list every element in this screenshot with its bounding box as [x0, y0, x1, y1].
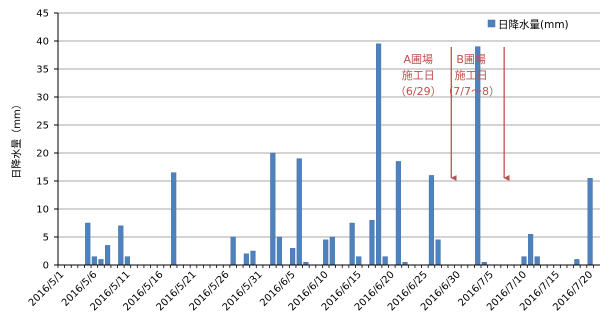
bar [118, 225, 124, 266]
axes [54, 12, 600, 268]
bar [124, 256, 130, 266]
y-tick-label: 15 [36, 177, 49, 188]
annotation-text: A圃場 [404, 53, 434, 66]
bar [98, 259, 104, 266]
legend-label: 日降水量(mm) [498, 18, 569, 31]
y-tick-label: 35 [36, 65, 49, 76]
bar [323, 239, 329, 266]
bar [428, 175, 435, 266]
bar [85, 222, 91, 266]
x-tick-labels: 2016/5/12016/5/62016/5/112016/5/162016/5… [27, 269, 595, 313]
y-tick-label: 10 [36, 205, 49, 216]
grid-lines [58, 12, 600, 238]
y-tick-label: 45 [36, 9, 49, 20]
bars [85, 43, 593, 266]
legend-swatch [487, 19, 496, 28]
bar [521, 256, 527, 266]
y-tick-label: 25 [36, 121, 49, 132]
bar [270, 152, 276, 266]
bar [528, 233, 534, 266]
y-tick-label: 20 [36, 149, 49, 160]
bar [104, 245, 111, 266]
bar [230, 236, 236, 266]
y-tick-label: 0 [43, 261, 49, 272]
y-tick-labels: 0 5 10 15 20 25 30 35 40 45 [36, 9, 49, 272]
bar [395, 161, 401, 266]
bar [435, 239, 441, 266]
bar [91, 256, 97, 266]
legend: 日降水量(mm) [487, 18, 569, 31]
bar [171, 172, 177, 266]
bar [382, 256, 388, 266]
annotation-text: （7/7～8） [442, 85, 500, 98]
bar [349, 222, 355, 266]
bar [290, 247, 296, 266]
bar [534, 256, 540, 266]
bar [375, 43, 382, 266]
y-tick-label: 30 [36, 93, 49, 104]
annotation-text: B圃場 [456, 53, 486, 66]
bar [369, 219, 375, 266]
y-tick-label: 40 [36, 37, 49, 48]
bar [243, 253, 249, 266]
annotation-text: 施工日 [402, 69, 435, 82]
bar [587, 177, 593, 266]
bar [574, 259, 580, 266]
y-tick-label: 5 [43, 233, 49, 244]
y-axis-label: 日降水量（mm） [10, 99, 23, 178]
bar [296, 158, 302, 266]
bar [356, 256, 362, 266]
bar [329, 236, 335, 266]
annotation-text: （6/29） [395, 85, 442, 98]
annotation-text: 施工日 [455, 69, 488, 82]
bar [276, 236, 283, 266]
bar [250, 250, 256, 266]
